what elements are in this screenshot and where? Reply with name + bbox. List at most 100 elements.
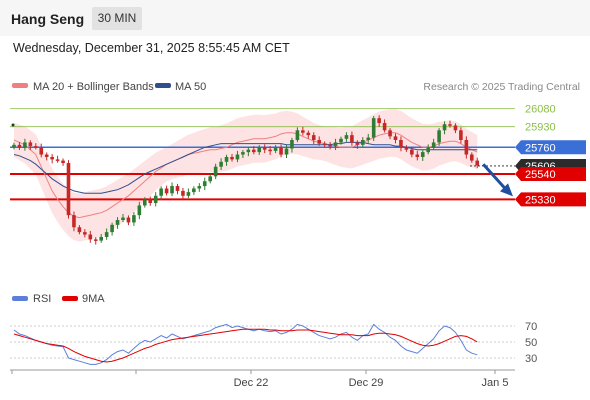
candle-body <box>382 123 387 131</box>
forecast-arrow-head <box>500 183 513 197</box>
forecast-arrow-shaft <box>482 163 507 190</box>
candle-body <box>431 142 436 148</box>
rsi-tick-30: 30 <box>525 353 537 365</box>
candle-body <box>257 147 262 153</box>
datetime-label: Wednesday, December 31, 2025 8:55:45 AM … <box>13 41 290 55</box>
candle-body <box>121 217 125 220</box>
candle-body <box>252 149 256 153</box>
rsi-lines <box>13 323 478 365</box>
candle-body <box>126 217 131 223</box>
candle-body <box>132 215 136 223</box>
candle-body <box>404 147 409 150</box>
candle-body <box>366 137 371 140</box>
candle-body <box>17 144 22 148</box>
level-tag-25760 <box>515 140 586 155</box>
candle-body <box>415 154 420 157</box>
candle-body <box>72 215 76 228</box>
x-tick-label-Dec-29: Dec 29 <box>349 377 384 389</box>
candle-body <box>279 147 283 155</box>
rsi-legend-swatch <box>12 296 28 301</box>
x-tick-label-Jan-5: Jan 5 <box>482 377 509 389</box>
rsi-line <box>13 323 478 365</box>
candle-body <box>66 163 71 216</box>
candle-body <box>241 152 245 155</box>
candle-body <box>115 220 120 225</box>
candle-body <box>99 236 103 241</box>
timeframe-button[interactable]: 30 MIN <box>92 7 142 30</box>
candle-body <box>301 130 305 133</box>
candle-body <box>464 140 469 155</box>
candle-body <box>448 124 452 126</box>
ma20-legend-label: MA 20 + Bollinger Bands <box>33 81 154 93</box>
forecast-arrow <box>482 163 513 197</box>
candle-body <box>475 160 480 166</box>
candle-body <box>377 118 381 124</box>
candle-body <box>137 205 142 216</box>
candle-body <box>159 188 163 196</box>
candle-body <box>328 144 332 147</box>
x-axis-ticks: Dec 22 Dec 29 Jan 5 <box>11 370 509 389</box>
candle-body <box>420 152 425 157</box>
candle-body <box>110 224 114 233</box>
candle-body <box>213 166 218 177</box>
candle-body <box>317 140 321 144</box>
candle-body <box>262 147 267 150</box>
candle-body <box>192 188 196 193</box>
rsi-ma-line <box>13 328 478 363</box>
candle-body <box>55 159 60 161</box>
candle-body <box>268 149 272 152</box>
level-label-25540: 25540 <box>525 169 556 181</box>
candle-body <box>224 156 229 162</box>
candle-body <box>311 135 316 140</box>
candle-body <box>61 160 65 164</box>
rsi-grid: 70 50 30 <box>10 321 537 365</box>
candle-body <box>453 125 458 131</box>
candle-body <box>50 156 54 160</box>
candle-body <box>170 186 174 194</box>
candle-body <box>459 130 463 140</box>
candle-body <box>393 136 398 140</box>
level-tag-25540 <box>515 166 586 181</box>
candle-body <box>290 140 294 149</box>
candle-body <box>306 132 311 136</box>
candle-body <box>350 135 354 143</box>
candle-body <box>208 176 212 182</box>
candle-body <box>235 154 240 160</box>
candles <box>11 115 480 245</box>
candle-body <box>273 147 278 151</box>
rsi-tick-50: 50 <box>525 337 537 349</box>
ma50-legend-label: MA 50 <box>175 81 206 93</box>
candle-body <box>470 154 474 161</box>
candle-body <box>410 149 414 155</box>
candle-body <box>104 232 109 237</box>
bollinger-band-area <box>14 108 478 242</box>
candle-body <box>175 186 180 191</box>
level-tag-25330 <box>515 192 586 207</box>
candle-body <box>143 199 147 206</box>
candle-body <box>153 195 158 204</box>
candle-body <box>322 143 327 146</box>
candle-body <box>44 154 49 157</box>
candle-body <box>202 181 207 187</box>
ma20-line <box>13 132 478 219</box>
candle-body <box>83 232 87 235</box>
candle-body <box>437 130 441 143</box>
candle-body <box>295 130 300 140</box>
candle-body <box>148 199 153 204</box>
rsi-tick-70: 70 <box>525 321 537 333</box>
level-label-25330: 25330 <box>525 194 556 206</box>
level-label-26080: 26080 <box>525 103 556 115</box>
candle-body <box>246 149 251 153</box>
ma9-legend-swatch <box>62 296 78 301</box>
candle-body <box>388 130 392 137</box>
header-bar: Hang Seng 30 MIN <box>0 0 590 36</box>
candle-body <box>219 161 223 167</box>
candle-body <box>344 135 349 139</box>
candle-body <box>23 142 27 148</box>
candle-body <box>339 138 343 143</box>
price-levels <box>10 108 515 201</box>
bollinger-bands <box>14 108 478 242</box>
candle-body <box>426 147 430 153</box>
rsi-legend-label: RSI <box>33 293 51 305</box>
